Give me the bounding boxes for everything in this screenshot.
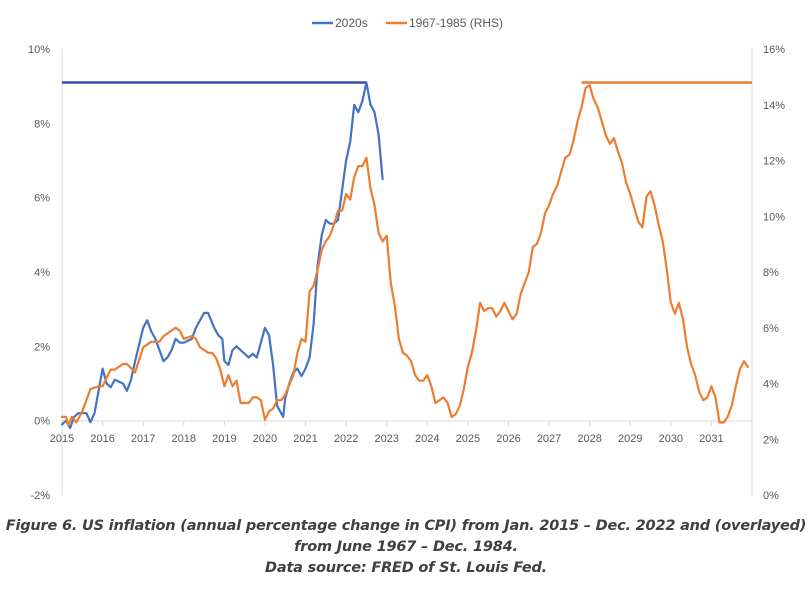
x-tick-label: 2028 [577, 433, 601, 445]
left-tick-label: 10% [28, 44, 50, 56]
left-tick-label: 0% [34, 416, 50, 428]
x-tick-label: 2031 [699, 433, 723, 445]
x-tick-label: 2019 [212, 433, 236, 445]
left-tick-label: 4% [34, 267, 50, 279]
x-tick-label: 2022 [334, 433, 358, 445]
figure-caption: Figure 6. US inflation (annual percentag… [0, 516, 812, 579]
x-tick-label: 2016 [90, 433, 114, 445]
right-tick-label: 2% [763, 434, 779, 446]
right-tick-label: 14% [763, 100, 785, 112]
x-tick-label: 2018 [172, 433, 196, 445]
x-tick-label: 2015 [50, 433, 74, 445]
x-tick-label: 2017 [131, 433, 155, 445]
plot-area [60, 81, 752, 430]
inflation-line-chart: 2020s 1967-1985 (RHS) -2% 0% 2% 4% 6% 8% 10% 0%… [28, 16, 785, 502]
x-tick-label: 2030 [659, 433, 683, 445]
x-tick-label: 2029 [618, 433, 642, 445]
right-tick-label: 0% [763, 490, 779, 502]
legend: 2020s 1967-1985 (RHS) [312, 16, 503, 30]
left-tick-label: -2% [30, 490, 50, 502]
left-tick-label: 6% [34, 193, 50, 205]
left-tick-label: 8% [34, 118, 50, 130]
x-tick-label: 2024 [415, 433, 439, 445]
series-1967-1985-line [60, 84, 750, 427]
right-tick-label: 16% [763, 44, 785, 56]
caption-line-1: Figure 6. US inflation (annual percentag… [5, 518, 807, 534]
x-tick-label: 2021 [293, 433, 317, 445]
right-tick-label: 8% [763, 267, 779, 279]
left-tick-label: 2% [34, 341, 50, 353]
left-y-axis: -2% 0% 2% 4% 6% 8% 10% [28, 44, 63, 502]
legend-item-1967-1985: 1967-1985 (RHS) [386, 16, 503, 30]
x-tick-label: 2027 [537, 433, 561, 445]
legend-label: 2020s [335, 16, 368, 30]
right-tick-label: 12% [763, 156, 785, 168]
legend-label: 1967-1985 (RHS) [409, 16, 503, 30]
x-tick-label: 2025 [456, 433, 480, 445]
caption-line-2: from June 1967 – Dec. 1984. [294, 539, 518, 555]
right-y-axis: 0% 2% 4% 6% 8% 10% 12% 14% 16% [751, 44, 785, 502]
x-tick-label: 2026 [496, 433, 520, 445]
right-tick-label: 4% [763, 379, 779, 391]
x-axis: 2015 2016 2017 2018 2019 2020 2021 2022 2023 2024… [50, 420, 752, 445]
x-tick-label: 2023 [374, 433, 398, 445]
caption-line-3: Data source: FRED of St. Louis Fed. [265, 560, 547, 576]
legend-item-2020s: 2020s [312, 16, 368, 30]
right-tick-label: 6% [763, 323, 779, 335]
right-tick-label: 10% [763, 211, 785, 223]
x-tick-label: 2020 [253, 433, 277, 445]
